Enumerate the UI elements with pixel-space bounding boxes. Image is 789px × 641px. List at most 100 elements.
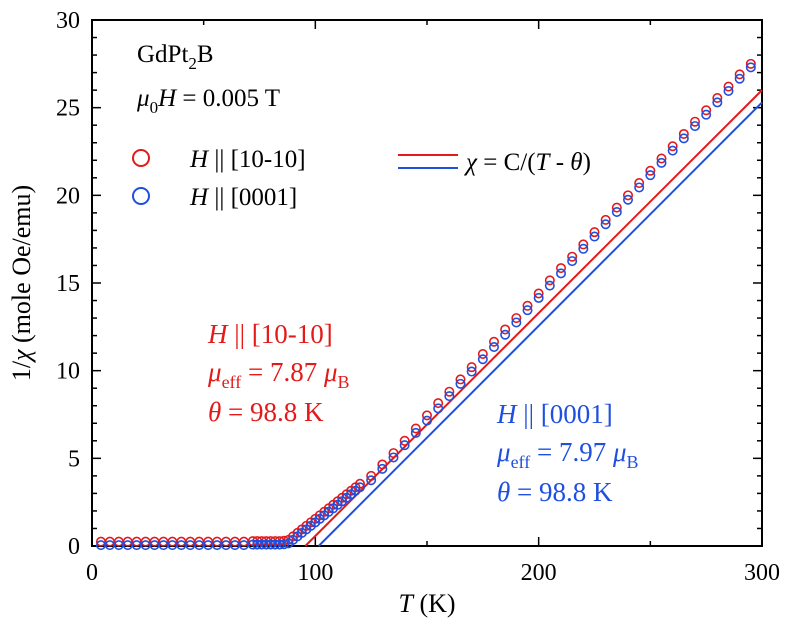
data-point-blue: [366, 475, 377, 486]
data-point-blue: [488, 341, 499, 352]
data-point-blue: [466, 366, 477, 377]
y-tick-label: 20: [56, 183, 80, 209]
data-point-blue: [634, 182, 645, 193]
data-point-blue: [455, 378, 466, 389]
data-point-red: [444, 386, 455, 397]
fit-line-blue: [317, 101, 763, 547]
data-point-red: [511, 313, 522, 324]
data-point-blue: [678, 133, 689, 144]
legend-fit-formula: χ = C/(T - θ): [464, 149, 591, 176]
data-point-blue: [712, 97, 723, 108]
data-point-red: [555, 263, 566, 274]
x-tick-label: 300: [744, 560, 780, 586]
data-point-blue: [734, 73, 745, 84]
data-point-blue: [500, 329, 511, 340]
y-tick-label: 5: [68, 446, 80, 472]
annotation-blue-theta: θ = 98.8 K: [497, 477, 613, 507]
legend-marker-blue: [132, 187, 150, 205]
data-point-red: [667, 141, 678, 152]
data-point-red: [656, 153, 667, 164]
data-point-blue: [279, 539, 290, 550]
data-point-red: [745, 58, 756, 69]
data-point-blue: [701, 109, 712, 120]
data-point-red: [410, 423, 421, 434]
data-point-blue: [544, 280, 555, 291]
x-tick-label: 200: [521, 560, 557, 586]
data-point-red: [689, 116, 700, 127]
data-point-blue: [399, 440, 410, 451]
data-point-red: [399, 435, 410, 446]
data-point-red: [354, 478, 365, 489]
data-point-blue: [377, 463, 388, 474]
data-point-red: [567, 251, 578, 262]
data-point-red: [366, 470, 377, 481]
data-point-blue: [444, 391, 455, 402]
data-point-blue: [354, 482, 365, 493]
data-point-blue: [656, 157, 667, 168]
tick-labels: 0 100 200 300 0 5 10 15 20 25 30: [56, 8, 780, 586]
sample-field: μ0H = 0.005 T: [136, 85, 280, 117]
data-point-red: [701, 105, 712, 116]
annotation-red: H || [10-10] μeff = 7.87 μB θ = 98.8 K: [207, 319, 350, 427]
x-tick-label: 100: [297, 560, 333, 586]
data-point-red: [712, 93, 723, 104]
data-point-blue: [611, 206, 622, 217]
data-point-blue: [689, 121, 700, 132]
data-point-blue: [622, 194, 633, 205]
data-point-red: [645, 165, 656, 176]
data-point-red: [578, 239, 589, 250]
y-tick-label: 10: [56, 359, 80, 385]
sample-compound: GdPt2B: [137, 41, 214, 73]
annotation-blue-dir: H || [0001]: [496, 399, 613, 429]
data-point-blue: [421, 415, 432, 426]
fit-line-red: [304, 89, 763, 547]
data-point-blue: [589, 231, 600, 242]
annotation-red-dir: H || [10-10]: [207, 319, 333, 349]
data-point-blue: [745, 62, 756, 73]
data-point-red: [433, 398, 444, 409]
data-point-blue: [723, 86, 734, 97]
data-point-red: [622, 190, 633, 201]
legend-label-blue: H || [0001]: [189, 184, 297, 211]
annotation-blue-mueff: μeff = 7.97 μB: [496, 437, 639, 472]
legend-marker-red: [132, 149, 150, 167]
data-point-red: [522, 300, 533, 311]
data-point-blue: [600, 219, 611, 230]
data-point-blue: [667, 145, 678, 156]
data-points: [95, 58, 756, 551]
data-point-red: [589, 227, 600, 238]
data-point-red: [678, 128, 689, 139]
data-point-blue: [433, 403, 444, 414]
y-tick-label: 0: [68, 534, 80, 560]
data-point-red: [611, 202, 622, 213]
data-point-red: [533, 288, 544, 299]
data-point-blue: [522, 305, 533, 316]
y-tick-label: 30: [56, 8, 80, 34]
data-point-blue: [555, 268, 566, 279]
data-point-blue: [511, 317, 522, 328]
annotation-red-mueff: μeff = 7.87 μB: [207, 357, 350, 392]
data-point-red: [477, 349, 488, 360]
data-point-blue: [533, 292, 544, 303]
data-point-red: [734, 69, 745, 80]
data-point-red: [466, 362, 477, 373]
data-point-blue: [645, 170, 656, 181]
x-axis-label: T (K): [398, 589, 455, 618]
data-point-red: [488, 336, 499, 347]
data-point-red: [723, 81, 734, 92]
annotation-blue: H || [0001] μeff = 7.97 μB θ = 98.8 K: [496, 399, 639, 507]
annotation-red-theta: θ = 98.8 K: [208, 397, 324, 427]
data-point-blue: [477, 354, 488, 365]
data-point-red: [455, 374, 466, 385]
data-point-blue: [578, 243, 589, 254]
data-point-red: [600, 214, 611, 225]
y-axis-label: 1/χ (mole Oe/emu): [7, 185, 36, 381]
data-point-blue: [388, 452, 399, 463]
data-point-blue: [410, 427, 421, 438]
x-tick-label: 0: [86, 560, 98, 586]
data-point-red: [388, 448, 399, 459]
data-point-red: [500, 324, 511, 335]
data-point-red: [421, 410, 432, 421]
data-point-red: [377, 459, 388, 470]
